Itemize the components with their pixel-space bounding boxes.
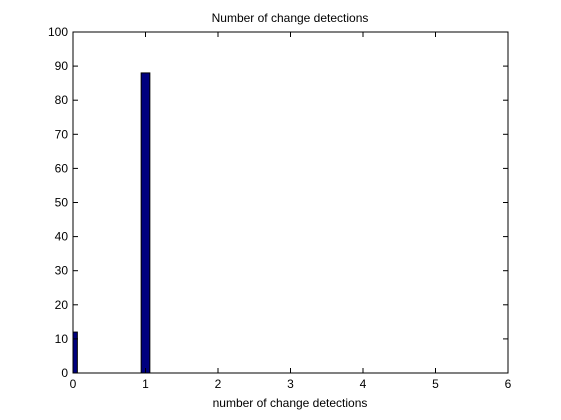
bar-0 [72,331,78,374]
y-tick-label: 100 [48,25,68,39]
y-tick-label: 10 [55,332,69,346]
y-tick-label: 80 [55,93,69,107]
x-axis: 0 1 2 3 4 5 6 [70,32,512,391]
x-axis-label: number of change detections [213,396,368,410]
x-tick-label: 1 [142,377,149,391]
x-tick-label: 6 [505,377,512,391]
bar-1 [140,72,151,374]
y-tick-label: 20 [55,298,69,312]
x-tick-label: 3 [287,377,294,391]
y-tick-label: 90 [55,59,69,73]
x-tick-label: 0 [70,377,77,391]
chart-title: Number of change detections [212,11,369,25]
y-tick-label: 50 [55,196,69,210]
y-axis: 0 10 20 30 40 50 60 70 80 90 100 [48,25,508,380]
y-tick-label: 70 [55,127,69,141]
x-tick-label: 2 [215,377,222,391]
x-tick-label: 5 [432,377,439,391]
y-tick-label: 40 [55,230,69,244]
y-tick-label: 0 [61,366,68,380]
x-tick-label: 4 [360,377,367,391]
y-tick-label: 30 [55,264,69,278]
y-tick-label: 60 [55,161,69,175]
